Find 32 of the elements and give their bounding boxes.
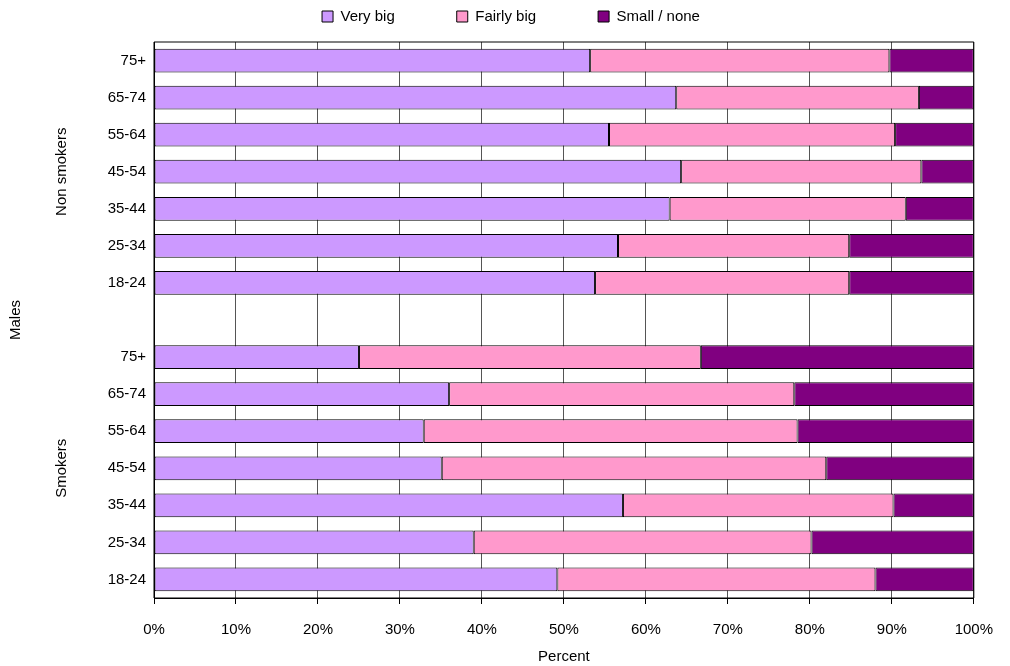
y-tick-label: 65-74 — [107, 384, 146, 402]
legend-label: Small / none — [616, 6, 700, 24]
y-tick-label: 55-64 — [107, 421, 146, 439]
x-tick-label: 20% — [302, 620, 333, 638]
text: Non smokers — [52, 127, 70, 216]
y-tick-label: 18-24 — [107, 273, 146, 291]
y-tick-label: 75+ — [120, 347, 147, 365]
y-tick-label: 25-34 — [107, 532, 146, 550]
x-tick-label: 40% — [466, 620, 497, 638]
legend-label: Fairly big — [475, 6, 537, 24]
y-tick-label: 65-74 — [107, 87, 146, 105]
y-tick-label: 35-44 — [107, 198, 146, 216]
legend-label: Very big — [340, 6, 395, 24]
y-tick-label: 75+ — [120, 50, 147, 68]
y-tick-label: 55-64 — [107, 124, 146, 142]
text: Smokers — [52, 438, 70, 498]
text: Males — [6, 299, 24, 341]
x-tick-label: 50% — [548, 620, 579, 638]
x-tick-label: 80% — [794, 620, 825, 638]
x-tick-label: 10% — [220, 620, 251, 638]
x-tick-label: 70% — [712, 620, 743, 638]
y-tick-label: 25-34 — [107, 236, 146, 254]
x-tick-label: 60% — [630, 620, 661, 638]
x-tick-label: 30% — [384, 620, 415, 638]
x-tick-label: 0% — [143, 620, 165, 638]
x-tick-label: 100% — [954, 620, 994, 638]
y-tick-label: 18-24 — [107, 569, 146, 587]
y-tick-label: 45-54 — [107, 458, 146, 476]
y-tick-label: 45-54 — [107, 161, 146, 179]
y-tick-label: 35-44 — [107, 495, 146, 513]
x-tick-label: 90% — [876, 620, 907, 638]
x-axis-title: Percent — [538, 647, 591, 665]
